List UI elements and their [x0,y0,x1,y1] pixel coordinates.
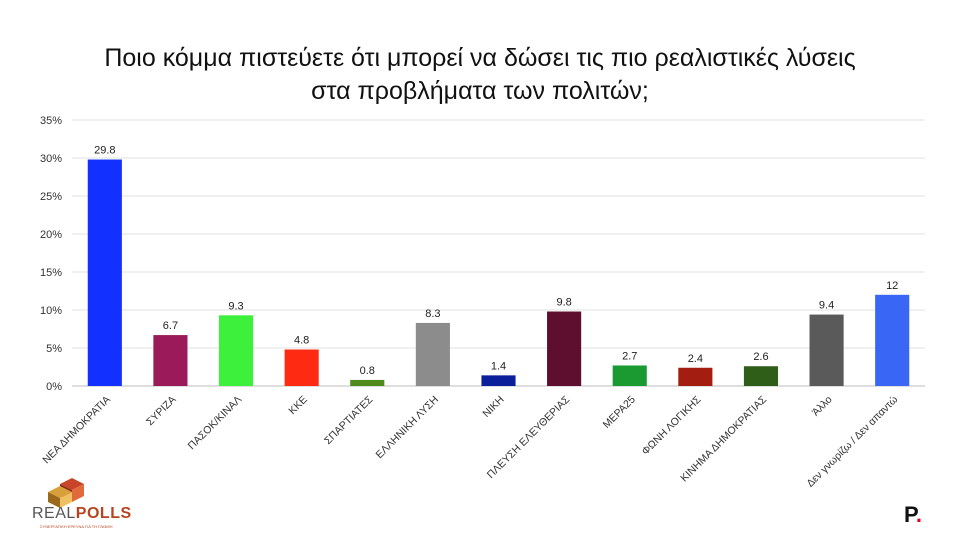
x-tick-label: Άλλο [810,394,835,419]
data-label: 1.4 [491,360,506,372]
data-label: 12 [886,280,898,292]
x-tick-label: ΜΕΡΑ25 [601,394,638,431]
data-label: 2.7 [622,350,637,362]
x-tick-label: ΝΕΑ ΔΗΜΟΚΡΑΤΙΑ [40,394,113,467]
grid-lines [72,119,925,387]
chart-title: Ποιο κόμμα πιστεύετε ότι μπορεί να δώσει… [0,42,960,108]
y-axis-ticks: 0% 5% 10% 15% 20% 25% 30% 35% [40,115,62,393]
y-tick-label: 30% [40,153,62,165]
y-tick-label: 0% [46,381,62,393]
x-tick-label: ΠΑΣΟΚ/ΚΙΝΑΛ [186,394,244,452]
y-tick-label: 15% [40,267,62,279]
data-label: 9.3 [228,300,243,312]
bar [612,365,647,386]
chart-title-line-2: στα προβλήματα των πολιτών; [311,77,649,105]
bar [87,159,122,386]
bar [153,335,188,386]
bar [547,311,582,386]
x-tick-label: ΣΠΑΡΤΙΑΤΕΣ [322,393,376,447]
bars [87,159,910,386]
bar [350,379,385,386]
data-label: 0.8 [360,365,375,377]
data-label: 8.3 [425,308,440,320]
realpolls-logo-icon [48,478,84,508]
value-labels: 29.8 6.7 9.3 4.8 0.8 8.3 1.4 9.8 2.7 2.4 2.6 9.4 12 [94,145,898,377]
x-tick-label: ΚΚΕ [286,394,309,417]
data-label: 6.7 [163,320,178,332]
bar [284,349,319,386]
publisher-logo: P. [904,502,922,527]
bar [809,314,844,386]
y-tick-label: 35% [40,115,62,127]
x-tick-label: ΝΙΚΗ [480,394,506,420]
bar [743,366,779,386]
data-label: 29.8 [94,145,115,157]
data-label: 2.6 [753,351,768,363]
y-tick-label: 20% [40,229,62,241]
y-tick-label: 25% [40,191,62,203]
bar [678,367,713,386]
data-label: 4.8 [294,335,309,347]
y-tick-label: 10% [40,305,62,317]
realpolls-tagline: ΣΥΝΕΡΓΑΤΙΚΗ ΕΡΕΥΝΑ ΓΙΑ ΤΗ ΓΝΩΜΗ [40,524,113,529]
data-label: 9.8 [556,297,571,309]
data-label: 2.4 [688,353,703,365]
y-tick-label: 5% [46,343,62,355]
category-labels: ΝΕΑ ΔΗΜΟΚΡΑΤΙΑ ΣΥΡΙΖΑ ΠΑΣΟΚ/ΚΙΝΑΛ ΚΚΕ ΣΠΑΡΤΙ… [40,393,900,489]
bar [415,322,450,386]
data-label: 9.4 [819,300,834,312]
chart-title-line-1: Ποιο κόμμα πιστεύετε ότι μπορεί να δώσει… [104,44,856,72]
x-tick-label: ΦΩΝΗ ΛΟΓΙΚΗΣ [639,393,703,457]
x-tick-label: ΕΛΛΗΝΙΚΗ ΛΥΣΗ [374,394,441,461]
bar [875,294,910,386]
realpolls-logo-text: REALPOLLS [32,505,132,522]
bar [481,375,516,386]
x-tick-label: ΣΥΡΙΖΑ [144,394,179,429]
bar [218,315,254,386]
